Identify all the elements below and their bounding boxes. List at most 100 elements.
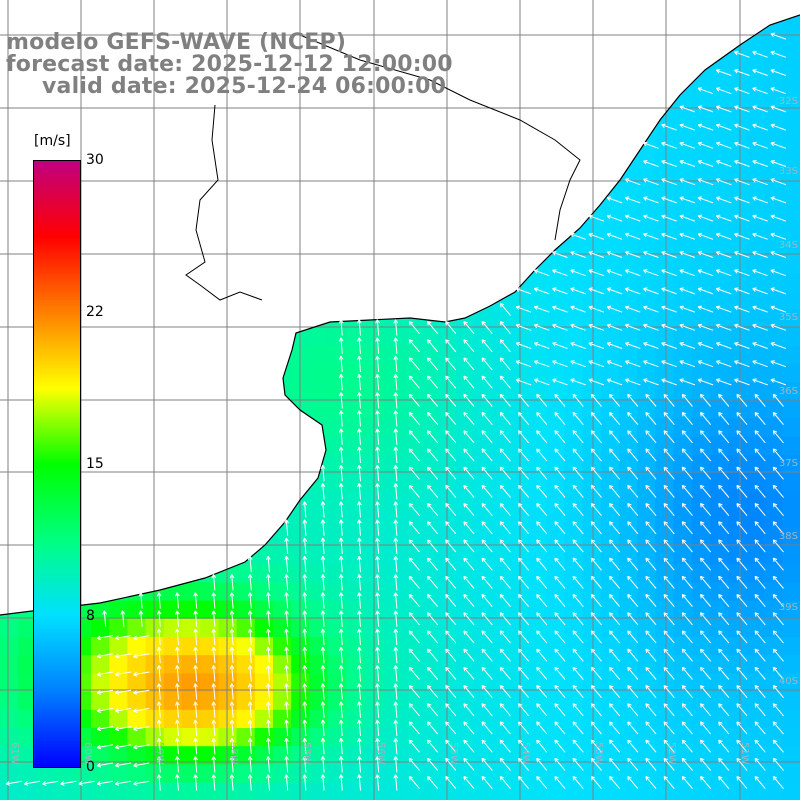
wind-arrow bbox=[770, 251, 787, 258]
wind-arrow bbox=[445, 648, 457, 662]
wind-arrow bbox=[734, 87, 750, 95]
wind-arrow bbox=[133, 744, 150, 750]
wind-arrow bbox=[499, 685, 511, 699]
wind-arrow bbox=[211, 592, 217, 609]
wind-arrow bbox=[679, 232, 696, 240]
wind-arrow bbox=[754, 721, 766, 735]
wind-arrow bbox=[734, 305, 750, 313]
forecast-date: forecast date: 2025-12-12 12:00:00 bbox=[6, 52, 453, 77]
wind-arrow bbox=[627, 630, 639, 644]
lat-label: 40S bbox=[778, 676, 798, 687]
wind-arrow bbox=[734, 50, 750, 58]
wind-arrow bbox=[752, 87, 768, 95]
wind-arrow bbox=[536, 575, 548, 589]
wind-arrow bbox=[661, 123, 677, 131]
wind-arrow bbox=[357, 737, 362, 755]
wind-arrow bbox=[663, 393, 675, 407]
wind-arrow bbox=[320, 464, 326, 482]
wind-arrow bbox=[302, 610, 308, 627]
wind-arrow bbox=[463, 739, 475, 753]
wind-arrow bbox=[375, 355, 380, 373]
wind-arrow bbox=[736, 575, 748, 589]
wind-arrow bbox=[734, 342, 750, 349]
wind-arrow bbox=[536, 721, 548, 735]
wind-arrow bbox=[463, 448, 475, 462]
wind-arrow bbox=[518, 757, 530, 771]
wind-arrow bbox=[570, 251, 586, 258]
wind-arrow bbox=[572, 648, 584, 662]
wind-arrow bbox=[752, 360, 768, 368]
wind-arrow bbox=[663, 757, 675, 771]
wind-arrow bbox=[408, 393, 420, 407]
lat-label: 37S bbox=[778, 458, 798, 469]
wind-arrow bbox=[445, 357, 457, 371]
wind-arrow bbox=[663, 484, 675, 498]
wind-arrow bbox=[679, 323, 696, 331]
wind-arrow bbox=[499, 776, 511, 790]
wind-arrow bbox=[481, 339, 493, 353]
wind-arrow bbox=[627, 594, 639, 608]
wind-arrow bbox=[375, 464, 380, 482]
wind-arrow bbox=[96, 780, 113, 786]
wind-arrow bbox=[427, 594, 439, 608]
wind-arrow bbox=[114, 726, 132, 732]
wind-arrow bbox=[627, 666, 639, 680]
wind-arrow bbox=[663, 721, 675, 735]
wind-arrow bbox=[536, 594, 548, 608]
wind-arrow bbox=[645, 448, 657, 462]
wind-arrow bbox=[718, 739, 730, 753]
wind-arrow bbox=[736, 557, 748, 571]
wind-arrow bbox=[481, 466, 493, 480]
wind-arrow bbox=[752, 69, 768, 76]
wind-arrow bbox=[645, 503, 657, 517]
wind-arrow bbox=[229, 665, 235, 682]
wind-arrow bbox=[247, 756, 253, 773]
wind-arrow bbox=[736, 721, 748, 735]
wind-arrow bbox=[752, 378, 768, 386]
wind-arrow bbox=[624, 323, 641, 331]
lon-label: 57W bbox=[301, 742, 312, 765]
wind-arrow bbox=[627, 448, 639, 462]
wind-arrow bbox=[715, 87, 732, 95]
wind-arrow bbox=[338, 355, 344, 373]
wind-arrow bbox=[114, 689, 132, 695]
wind-arrow bbox=[481, 630, 493, 644]
wind-arrow bbox=[518, 430, 530, 444]
wind-arrow bbox=[536, 685, 548, 699]
wind-arrow bbox=[772, 539, 784, 553]
wind-arrow bbox=[375, 373, 380, 391]
wind-arrow bbox=[627, 575, 639, 589]
wind-arrow bbox=[679, 305, 696, 313]
wind-arrow bbox=[463, 375, 475, 389]
lat-label: 39S bbox=[778, 602, 798, 613]
wind-arrow bbox=[445, 412, 457, 426]
wind-arrow bbox=[572, 666, 584, 680]
wind-arrow bbox=[463, 594, 475, 608]
wind-arrow bbox=[661, 196, 677, 204]
wind-arrow bbox=[229, 701, 235, 718]
wind-arrow bbox=[518, 503, 530, 517]
wind-arrow bbox=[627, 521, 639, 535]
wind-arrow bbox=[663, 575, 675, 589]
wind-arrow bbox=[697, 269, 714, 277]
wind-arrow bbox=[408, 375, 420, 389]
wind-arrow bbox=[590, 430, 602, 444]
wind-arrow bbox=[247, 737, 253, 755]
wind-arrow bbox=[697, 305, 714, 313]
wind-arrow bbox=[536, 430, 548, 444]
wind-arrow bbox=[357, 701, 362, 718]
wind-arrow bbox=[408, 703, 420, 717]
wind-arrow bbox=[536, 412, 548, 426]
wind-arrow bbox=[643, 141, 659, 149]
wind-arrow bbox=[211, 683, 217, 700]
wind-arrow bbox=[120, 610, 126, 627]
wind-arrow bbox=[681, 757, 693, 771]
wind-arrow bbox=[114, 744, 132, 750]
wind-arrow bbox=[266, 665, 271, 682]
wind-arrow bbox=[133, 689, 150, 695]
wind-arrow bbox=[718, 612, 730, 626]
wind-arrow bbox=[752, 214, 768, 222]
wind-arrow bbox=[572, 612, 584, 626]
wind-arrow bbox=[679, 287, 696, 295]
wind-arrow bbox=[536, 612, 548, 626]
